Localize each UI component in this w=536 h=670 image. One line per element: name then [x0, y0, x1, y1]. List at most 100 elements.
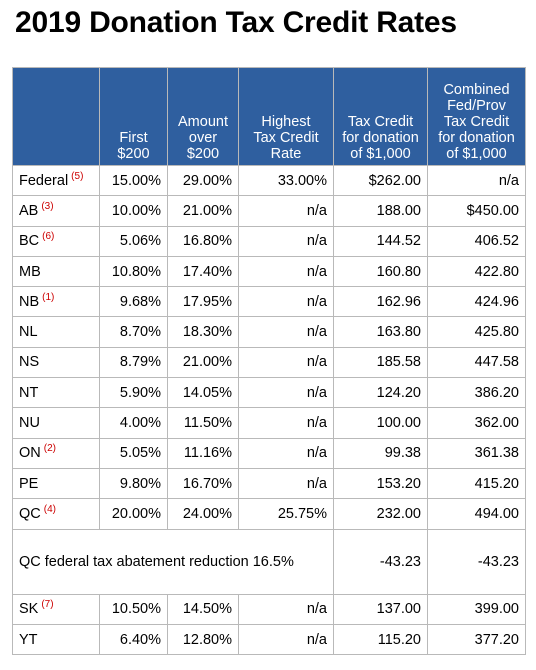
table-row: SK (7) 10.50% 14.50% n/a 137.00 399.00	[12, 593, 526, 625]
header-line: Fed/Prov	[447, 98, 506, 114]
header-amount-over-200: Amount over $200	[167, 67, 239, 166]
footnote-ref: (2)	[43, 443, 56, 455]
header-line: of $1,000	[350, 146, 411, 162]
first-200-cell: 10.80%	[99, 255, 168, 288]
header-line: Combined	[443, 82, 510, 98]
first-200-cell: 6.40%	[99, 623, 168, 656]
header-line: Tax Credit	[347, 114, 414, 130]
combined-credit-cell: 377.20	[427, 623, 526, 656]
first-200-cell: 10.00%	[99, 195, 168, 227]
over-200-cell: 11.16%	[167, 437, 239, 469]
header-row: First $200 Amount over $200 Highest Tax Credit…	[12, 67, 526, 166]
province-code: QC	[19, 505, 41, 522]
footnote-ref: (1)	[42, 292, 55, 303]
header-line: First	[119, 130, 148, 146]
header-line: Amount	[178, 114, 228, 130]
combined-credit-cell: 415.20	[427, 467, 526, 500]
table-header: First $200 Amount over $200 Highest Tax Credit…	[12, 67, 526, 166]
header-line: Tax Credit	[253, 130, 319, 146]
table-row: BC (6) 5.06% 16.80% n/a 144.52 406.52	[12, 225, 526, 257]
combined-credit-cell: n/a	[427, 164, 526, 197]
first-200-cell: 9.68%	[99, 286, 168, 318]
footnote-ref: (4)	[43, 504, 56, 516]
first-200-cell: 8.79%	[99, 346, 168, 379]
province-code: NU	[19, 415, 40, 432]
table-row: Federal (5) 15.00% 29.00% 33.00% $262.00 n/a	[12, 164, 526, 197]
tax-credit-cell: 163.80	[333, 316, 428, 348]
province-code: NB	[19, 293, 40, 310]
header-line: of $1,000	[446, 146, 507, 162]
province-cell: YT	[12, 623, 100, 656]
combined-credit-cell: 399.00	[427, 593, 526, 625]
table-row: NT 5.90% 14.05% n/a 124.20 386.20	[12, 377, 526, 409]
highest-rate-cell: n/a	[238, 316, 334, 348]
province-code: NL	[19, 324, 38, 341]
tax-credit-cell: 137.00	[333, 593, 428, 625]
abatement-row: QC federal tax abatement reduction 16.5%…	[12, 528, 526, 595]
first-200-cell: 10.50%	[99, 593, 168, 625]
first-200-cell: 5.90%	[99, 377, 168, 409]
province-code: NT	[19, 384, 39, 401]
province-cell: ON (2)	[12, 437, 100, 469]
province-cell: NB (1)	[12, 286, 100, 318]
over-200-cell: 17.40%	[167, 255, 239, 288]
header-tax-credit-1000: Tax Credit for donation of $1,000	[333, 67, 428, 166]
combined-credit-cell: 406.52	[427, 225, 526, 257]
table-row: NU 4.00% 11.50% n/a 100.00 362.00	[12, 407, 526, 439]
province-code: PE	[19, 475, 39, 492]
tax-credit-cell: 124.20	[333, 377, 428, 409]
province-code: AB	[19, 202, 39, 219]
highest-rate-cell: n/a	[238, 255, 334, 288]
over-200-cell: 12.80%	[167, 623, 239, 656]
header-first-200: First $200	[99, 67, 168, 166]
province-cell: NT	[12, 377, 100, 409]
highest-rate-cell: n/a	[238, 225, 334, 257]
highest-rate-cell: n/a	[238, 346, 334, 379]
tax-credit-cell: 188.00	[333, 195, 428, 227]
combined-credit-cell: 494.00	[427, 498, 526, 530]
highest-rate-cell: 33.00%	[238, 164, 334, 197]
first-200-cell: 5.05%	[99, 437, 168, 469]
table-row: AB (3) 10.00% 21.00% n/a 188.00 $450.00	[12, 195, 526, 227]
over-200-cell: 18.30%	[167, 316, 239, 348]
over-200-cell: 11.50%	[167, 407, 239, 439]
abatement-label: QC federal tax abatement reduction 16.5%	[12, 528, 334, 595]
table-row: NL 8.70% 18.30% n/a 163.80 425.80	[12, 316, 526, 348]
first-200-cell: 20.00%	[99, 498, 168, 530]
first-200-cell: 5.06%	[99, 225, 168, 257]
highest-rate-cell: n/a	[238, 437, 334, 469]
combined-credit-cell: 362.00	[427, 407, 526, 439]
province-code: Federal	[19, 172, 69, 189]
combined-credit-cell: 425.80	[427, 316, 526, 348]
province-code: MB	[19, 263, 41, 280]
table-row: PE 9.80% 16.70% n/a 153.20 415.20	[12, 467, 526, 500]
header-line: over	[188, 130, 218, 146]
first-200-cell: 8.70%	[99, 316, 168, 348]
tax-credit-cell: 185.58	[333, 346, 428, 379]
highest-rate-cell: n/a	[238, 623, 334, 656]
highest-rate-cell: n/a	[238, 467, 334, 500]
table-row: YT 6.40% 12.80% n/a 115.20 377.20	[12, 623, 526, 656]
first-200-cell: 15.00%	[99, 164, 168, 197]
province-cell: Federal (5)	[12, 164, 100, 197]
header-line: Highest	[261, 114, 311, 130]
highest-rate-cell: n/a	[238, 377, 334, 409]
combined-credit-cell: 447.58	[427, 346, 526, 379]
province-cell: AB (3)	[12, 195, 100, 227]
combined-credit-cell: 424.96	[427, 286, 526, 318]
table-row: QC (4) 20.00% 24.00% 25.75% 232.00 494.00	[12, 498, 526, 530]
table-row: MB 10.80% 17.40% n/a 160.80 422.80	[12, 255, 526, 288]
province-code: SK	[19, 601, 39, 618]
header-line: for donation	[438, 130, 515, 146]
over-200-cell: 24.00%	[167, 498, 239, 530]
footnote-ref: (6)	[42, 231, 55, 243]
over-200-cell: 16.70%	[167, 467, 239, 500]
province-cell: PE	[12, 467, 100, 500]
over-200-cell: 29.00%	[167, 164, 239, 197]
tax-credit-cell: 162.96	[333, 286, 428, 318]
table-row: NB (1) 9.68% 17.95% n/a 162.96 424.96	[12, 286, 526, 318]
province-cell: MB	[12, 255, 100, 288]
combined-credit-cell: 361.38	[427, 437, 526, 469]
province-cell: NU	[12, 407, 100, 439]
header-highest-rate: Highest Tax Credit Rate	[238, 67, 334, 166]
